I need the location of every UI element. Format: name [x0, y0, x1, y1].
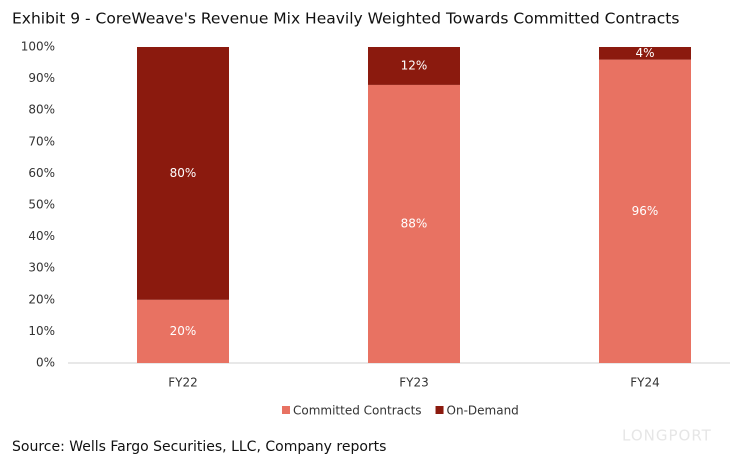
y-tick-label: 90% [28, 71, 55, 85]
y-tick-label: 30% [28, 261, 55, 275]
y-tick-label: 40% [28, 229, 55, 243]
y-tick-label: 70% [28, 134, 55, 148]
data-label: 20% [170, 324, 197, 338]
bar-segment [137, 47, 229, 300]
bar-segment [599, 47, 691, 60]
chart-title: Exhibit 9 - CoreWeave's Revenue Mix Heav… [12, 10, 679, 28]
data-label: 4% [635, 46, 654, 60]
data-label: 80% [170, 166, 197, 180]
x-tick-label: FY22 [168, 376, 198, 390]
y-tick-label: 60% [28, 166, 55, 180]
y-tick-label: 10% [28, 324, 55, 338]
y-tick-label: 100% [21, 40, 55, 54]
y-tick-label: 20% [28, 292, 55, 306]
data-label: 12% [401, 58, 428, 72]
legend-swatch [435, 406, 444, 414]
watermark: LONGPORT [622, 427, 712, 445]
x-tick-label: FY24 [630, 376, 660, 390]
bar-segment [368, 47, 460, 85]
legend-swatch [282, 406, 290, 414]
y-tick-label: 0% [36, 356, 55, 370]
legend-label: Committed Contracts [293, 404, 422, 418]
y-tick-label: 80% [28, 103, 55, 117]
data-label: 88% [401, 216, 428, 230]
bar-segment [368, 84, 460, 364]
data-label: 96% [632, 204, 659, 218]
bar-segment [599, 59, 691, 363]
x-tick-label: FY23 [399, 376, 429, 390]
y-tick-label: 50% [28, 198, 55, 212]
bar-segment [137, 299, 229, 363]
source: Source: Wells Fargo Securities, LLC, Com… [12, 439, 386, 455]
legend-label: On-Demand [447, 404, 519, 418]
